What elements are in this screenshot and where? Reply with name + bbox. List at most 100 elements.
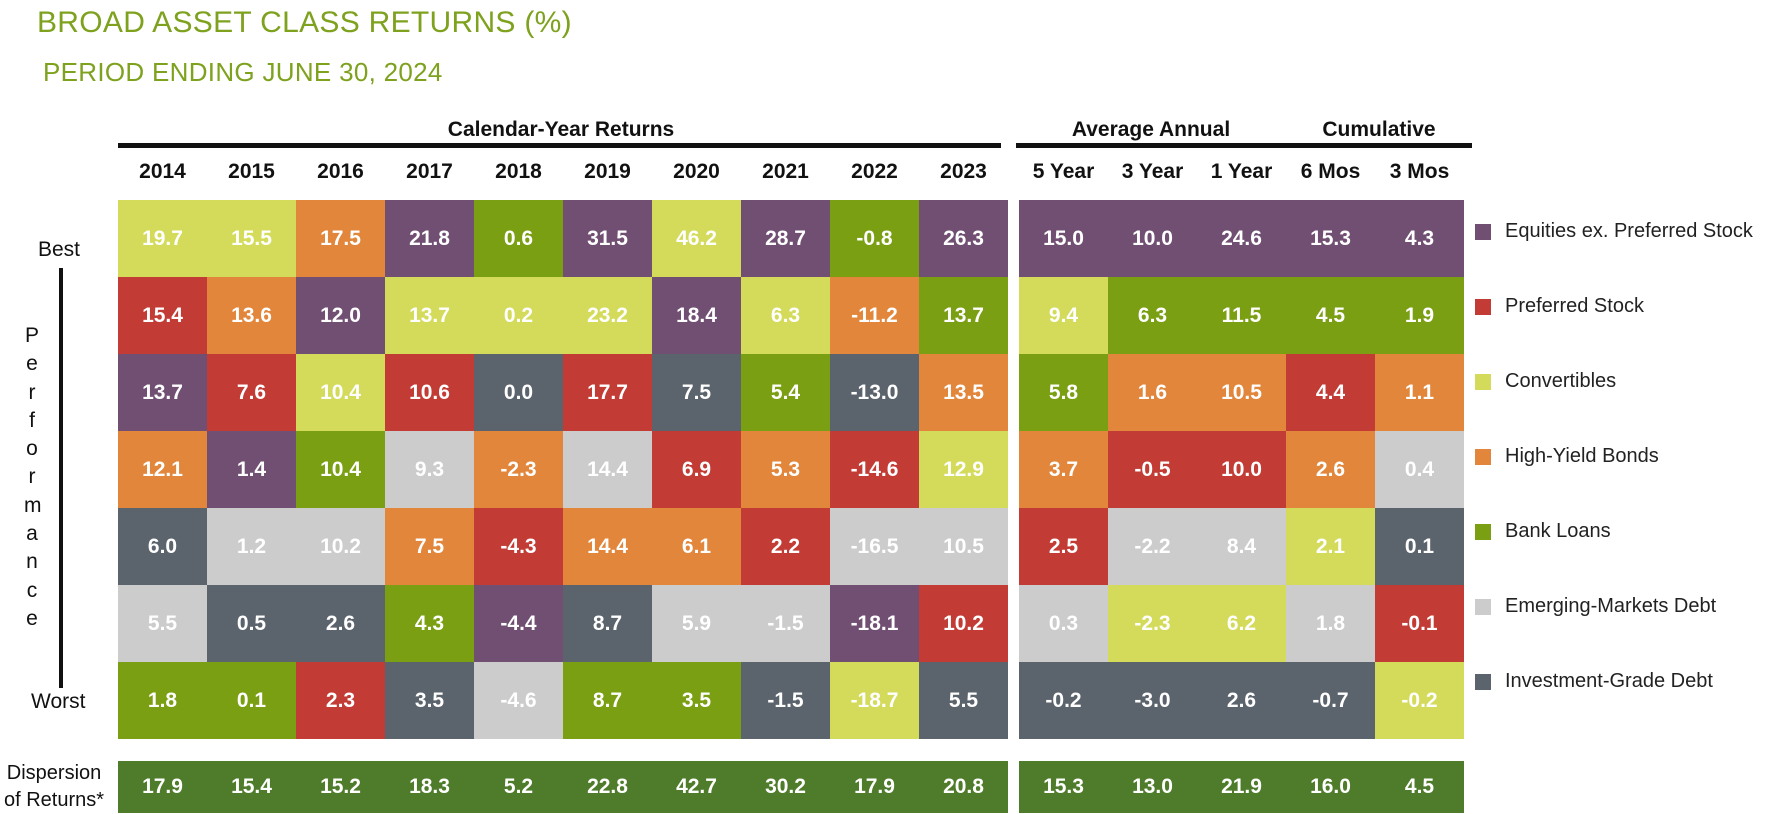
legend-label: Bank Loans xyxy=(1505,520,1611,542)
return-cell: 10.4 xyxy=(296,431,385,508)
legend-item: Equities ex. Preferred Stock xyxy=(1475,220,1753,243)
return-cell: -4.6 xyxy=(474,662,563,739)
performance-letter: e xyxy=(26,606,38,630)
group-header-average: Average Annual xyxy=(1071,118,1231,141)
return-cell: 1.9 xyxy=(1375,277,1464,354)
return-cell: 7.5 xyxy=(652,354,741,431)
return-cell: 14.4 xyxy=(563,431,652,508)
group-rule-calendar xyxy=(118,143,1001,148)
dispersion-cell: 17.9 xyxy=(830,761,919,813)
legend-item: High-Yield Bonds xyxy=(1475,445,1659,468)
return-cell: 3.5 xyxy=(652,662,741,739)
return-cell: 1.8 xyxy=(118,662,207,739)
return-cell: 11.5 xyxy=(1197,277,1286,354)
dispersion-cell: 18.3 xyxy=(385,761,474,813)
return-cell: 1.6 xyxy=(1108,354,1197,431)
legend-swatch xyxy=(1475,523,1491,540)
legend-swatch xyxy=(1475,223,1491,240)
return-cell: 5.3 xyxy=(741,431,830,508)
column-header: 2016 xyxy=(317,160,364,183)
return-cell: -4.3 xyxy=(474,508,563,585)
dispersion-cell: 30.2 xyxy=(741,761,830,813)
return-cell: 15.3 xyxy=(1286,200,1375,277)
return-cell: 14.4 xyxy=(563,508,652,585)
performance-letter: r xyxy=(28,465,36,489)
legend-item: Investment-Grade Debt xyxy=(1475,670,1713,693)
return-cell: 12.0 xyxy=(296,277,385,354)
return-cell: 3.7 xyxy=(1019,431,1108,508)
return-cell: 0.3 xyxy=(1019,585,1108,662)
return-cell: 9.4 xyxy=(1019,277,1108,354)
return-cell: 15.4 xyxy=(118,277,207,354)
return-cell: 3.5 xyxy=(385,662,474,739)
return-cell: 18.4 xyxy=(652,277,741,354)
return-cell: 2.6 xyxy=(1286,431,1375,508)
return-cell: -2.2 xyxy=(1108,508,1197,585)
return-cell: 17.5 xyxy=(296,200,385,277)
return-cell: 4.5 xyxy=(1286,277,1375,354)
performance-letter: P xyxy=(24,324,39,347)
return-cell: 28.7 xyxy=(741,200,830,277)
column-header: 6 Mos xyxy=(1300,160,1361,183)
return-cell: 13.6 xyxy=(207,277,296,354)
dispersion-label-line1: Dispersion xyxy=(6,762,102,784)
performance-letter: r xyxy=(28,380,36,404)
return-cell: 12.9 xyxy=(919,431,1008,508)
return-cell: -0.2 xyxy=(1019,662,1108,739)
column-header: 2022 xyxy=(851,160,898,183)
return-cell: 1.2 xyxy=(207,508,296,585)
dispersion-cell: 15.2 xyxy=(296,761,385,813)
performance-letter: a xyxy=(26,522,38,546)
performance-letter: o xyxy=(26,437,38,461)
return-cell: 10.0 xyxy=(1108,200,1197,277)
return-cell: 19.7 xyxy=(118,200,207,277)
return-cell: -0.1 xyxy=(1375,585,1464,662)
column-header: 2023 xyxy=(940,160,987,183)
return-cell: -18.7 xyxy=(830,662,919,739)
return-cell: 13.7 xyxy=(118,354,207,431)
dispersion-cell: 15.3 xyxy=(1019,761,1108,813)
return-cell: 1.8 xyxy=(1286,585,1375,662)
performance-letter: n xyxy=(26,550,38,574)
dispersion-cell: 16.0 xyxy=(1286,761,1375,813)
return-cell: 31.5 xyxy=(563,200,652,277)
column-header: 3 Mos xyxy=(1389,160,1450,183)
chart-title: BROAD ASSET CLASS RETURNS (%) xyxy=(37,6,572,39)
return-cell: 2.6 xyxy=(296,585,385,662)
return-cell: -18.1 xyxy=(830,585,919,662)
return-cell: 1.1 xyxy=(1375,354,1464,431)
return-cell: -16.5 xyxy=(830,508,919,585)
return-cell: 10.5 xyxy=(919,508,1008,585)
legend-swatch xyxy=(1475,373,1491,390)
column-header: 2015 xyxy=(228,160,275,183)
return-cell: -2.3 xyxy=(1108,585,1197,662)
legend-swatch xyxy=(1475,673,1491,690)
return-cell: 0.1 xyxy=(1375,508,1464,585)
return-cell: 6.2 xyxy=(1197,585,1286,662)
return-cell: 26.3 xyxy=(919,200,1008,277)
legend-swatch xyxy=(1475,598,1491,615)
return-cell: 7.6 xyxy=(207,354,296,431)
return-cell: 13.7 xyxy=(919,277,1008,354)
return-cell: 0.2 xyxy=(474,277,563,354)
return-cell: -4.4 xyxy=(474,585,563,662)
return-cell: 6.3 xyxy=(741,277,830,354)
return-cell: 8.7 xyxy=(563,585,652,662)
return-cell: -14.6 xyxy=(830,431,919,508)
return-cell: 10.2 xyxy=(919,585,1008,662)
return-cell: 5.5 xyxy=(118,585,207,662)
return-cell: -1.5 xyxy=(741,662,830,739)
legend-label: Preferred Stock xyxy=(1505,295,1644,317)
column-header: 2021 xyxy=(762,160,809,183)
return-cell: 12.1 xyxy=(118,431,207,508)
return-cell: 10.4 xyxy=(296,354,385,431)
return-cell: 0.5 xyxy=(207,585,296,662)
dispersion-cell: 21.9 xyxy=(1197,761,1286,813)
column-header: 2014 xyxy=(139,160,186,183)
dispersion-cell: 42.7 xyxy=(652,761,741,813)
dispersion-cell: 4.5 xyxy=(1375,761,1464,813)
dispersion-label-line2: of Returns* xyxy=(4,789,105,811)
return-cell: -0.2 xyxy=(1375,662,1464,739)
return-cell: 13.7 xyxy=(385,277,474,354)
